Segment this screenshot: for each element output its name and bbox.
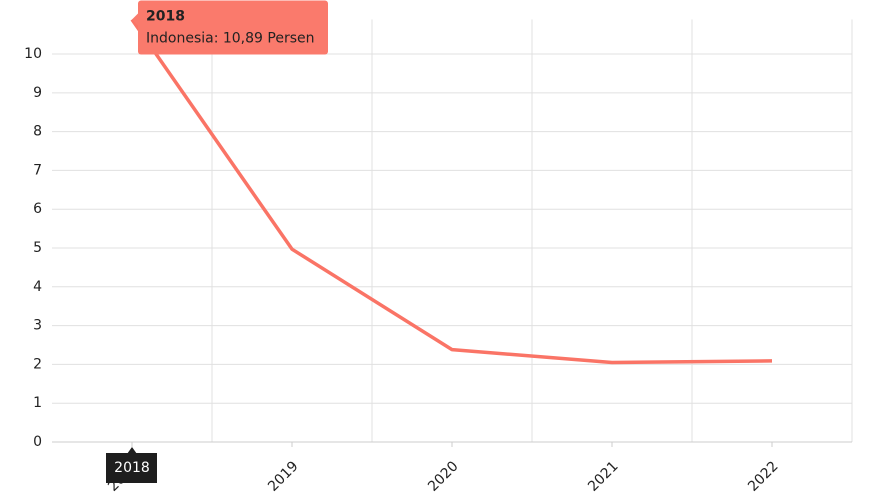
x-tick-label: 2020: [425, 458, 462, 495]
y-tick-label: 2: [33, 356, 42, 372]
y-tick-label: 10: [24, 46, 42, 62]
y-tick-label: 4: [33, 279, 42, 295]
tooltip-box: [138, 0, 328, 55]
y-tick-label: 6: [33, 201, 42, 217]
y-tick-label: 9: [33, 85, 42, 101]
x-tick-label: 2019: [265, 458, 302, 495]
y-tick-label: 3: [33, 318, 42, 334]
tooltip-text: Indonesia: 10,89 Persen: [146, 31, 315, 47]
tooltip-pointer: [132, 11, 140, 28]
y-tick-label: 1: [33, 395, 42, 411]
line: [130, 18, 773, 365]
y-tick-label: 0: [33, 434, 42, 450]
crosshair-label-box: [106, 453, 157, 483]
crosshair-pointer: [127, 447, 137, 454]
x-tick-label: 2022: [745, 458, 782, 495]
y-tick-label: 8: [33, 124, 42, 140]
y-tick-label: 5: [33, 240, 42, 256]
x-tick-label: 2021: [585, 458, 622, 495]
y-tick-label: 7: [33, 162, 42, 178]
tooltip-title: 2018: [146, 9, 185, 25]
crosshair-label: 2018: [114, 460, 150, 476]
